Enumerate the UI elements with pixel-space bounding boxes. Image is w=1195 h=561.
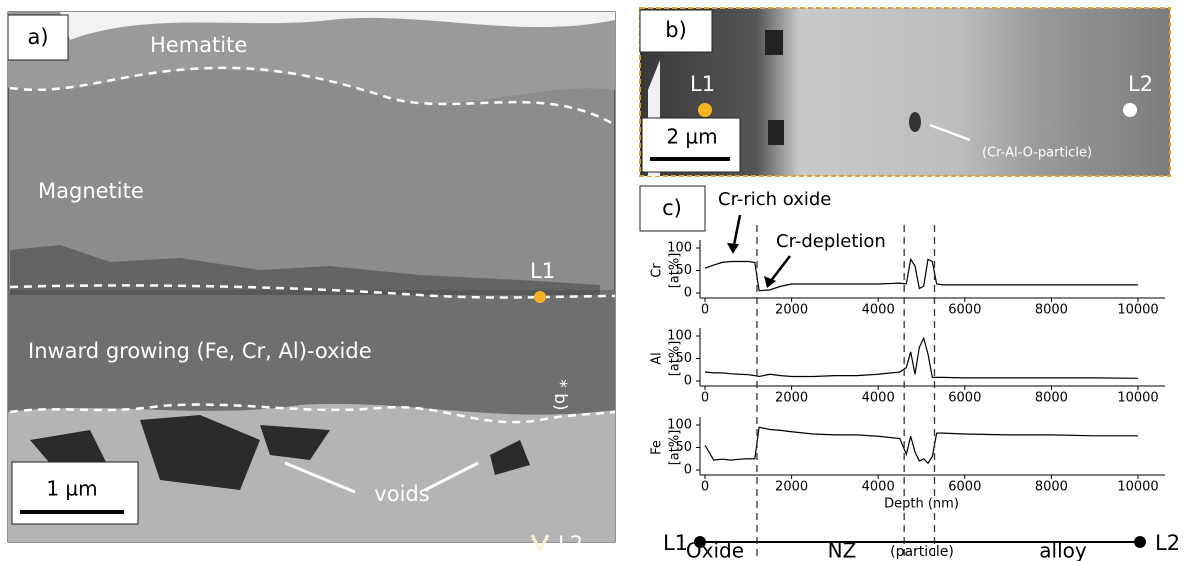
x-tick-label: 8000 [1035,303,1068,318]
panel-a: a) Hematite Magnetite Inward growing (Fe… [7,11,616,556]
x-tick-label: 2000 [775,303,808,318]
x-tick-label: 0 [701,391,709,406]
scale-bar [650,157,730,161]
x-tick-label: 8000 [1035,480,1068,495]
zone-label: alloy [1039,539,1087,561]
hematite-band [60,12,615,40]
panel-label: a) [27,25,48,49]
particle [909,112,921,132]
x-tick-label: 8000 [1035,391,1068,406]
x-tick-label: 0 [701,303,709,318]
x-tick-label: 10000 [1117,303,1158,318]
x-label: Depth (nm) [884,497,959,512]
scale-label: 2 µm [666,125,717,149]
linescan-end [1134,536,1146,548]
linescan-start [694,536,706,548]
x-tick-label: 2000 [775,480,808,495]
void [765,30,783,55]
x-tick-label: 6000 [948,480,981,495]
zone-label: (particle) [890,544,954,560]
void [768,120,784,145]
layer-label: Hematite [150,33,247,57]
x-tick-label: 10000 [1117,480,1158,495]
y-unit: [at%] [668,430,683,466]
y-tick-label: 0 [684,374,692,389]
linescan-start [698,103,712,117]
zone-label: NZ [828,539,857,561]
annotation: Cr-rich oxide [718,189,831,210]
arrow [284,461,356,494]
linescan-start [534,291,546,303]
linescan-end-label: L2 [1155,531,1180,555]
inset-marker: * b) [550,379,570,410]
y-tick-label: 0 [684,463,692,478]
y-unit: [at%] [668,253,683,289]
profile-line [704,257,1138,292]
boundary [9,284,616,299]
boundary [9,403,616,424]
annotation: (Cr-Al-O-particle) [982,146,1092,161]
y-tick-label: 0 [684,286,692,301]
panel-c: c) Cr-rich oxide Cr-depletion L1 L2 [639,185,1180,555]
boundary [9,66,616,127]
y-tick-label: 50 [675,440,692,455]
scale-label: 1 µm [46,477,97,501]
y-tick-label: 50 [675,351,692,366]
arrowhead [764,276,776,288]
layer-label: Inward growing (Fe, Cr, Al)-oxide [28,339,372,363]
linescan-start-label: L1 [530,259,555,283]
y-label: Fe [650,440,665,455]
y-tick-label: 50 [675,263,692,278]
layer-label: Magnetite [38,179,144,203]
panel-label: b) [665,18,687,42]
x-tick-label: 0 [701,480,709,495]
hematite-layer [8,12,615,104]
x-tick-label: 10000 [1117,391,1158,406]
voids [30,415,530,490]
x-tick-label: 6000 [948,391,981,406]
void-band [10,245,600,295]
panel-b: b) L1 L2 (Cr-Al-O-particle) 2 µm [639,7,1171,177]
zone-label: Oxide [686,539,744,561]
profile-line [704,336,1139,379]
x-tick-label: 4000 [862,303,895,318]
y-tick-label: 100 [667,329,692,344]
arrowhead [727,243,739,254]
label-box [639,9,713,53]
x-tick-label: 4000 [862,391,895,406]
arrow [424,461,479,492]
linescan-start-label: L1 [690,72,715,96]
y-label: Cr [650,263,665,278]
linescan-end-label: L2 [1128,72,1153,96]
y-tick-label: 100 [667,418,692,433]
y-tick-label: 100 [667,241,692,256]
panel-label: c) [662,196,682,220]
y-label: Al [650,352,665,365]
x-tick-label: 2000 [775,391,808,406]
scale-box [641,117,741,173]
x-tick-label: 4000 [862,480,895,495]
x-tick-label: 6000 [948,303,981,318]
linescan-start-label: L1 [663,531,688,555]
profile-line [704,426,1138,465]
arrow [769,255,791,283]
linescan-end-label: L2 [558,532,583,556]
label-box [7,14,69,61]
arrowhead [530,534,550,554]
annotation: Cr-depletion [776,231,886,252]
arrow [929,123,971,142]
label-box [639,185,706,232]
annotation: voids [374,482,429,506]
linescan-end [1123,103,1137,117]
inward-layer [8,290,615,415]
scale-bar [20,510,124,514]
y-unit: [at%] [668,341,683,377]
